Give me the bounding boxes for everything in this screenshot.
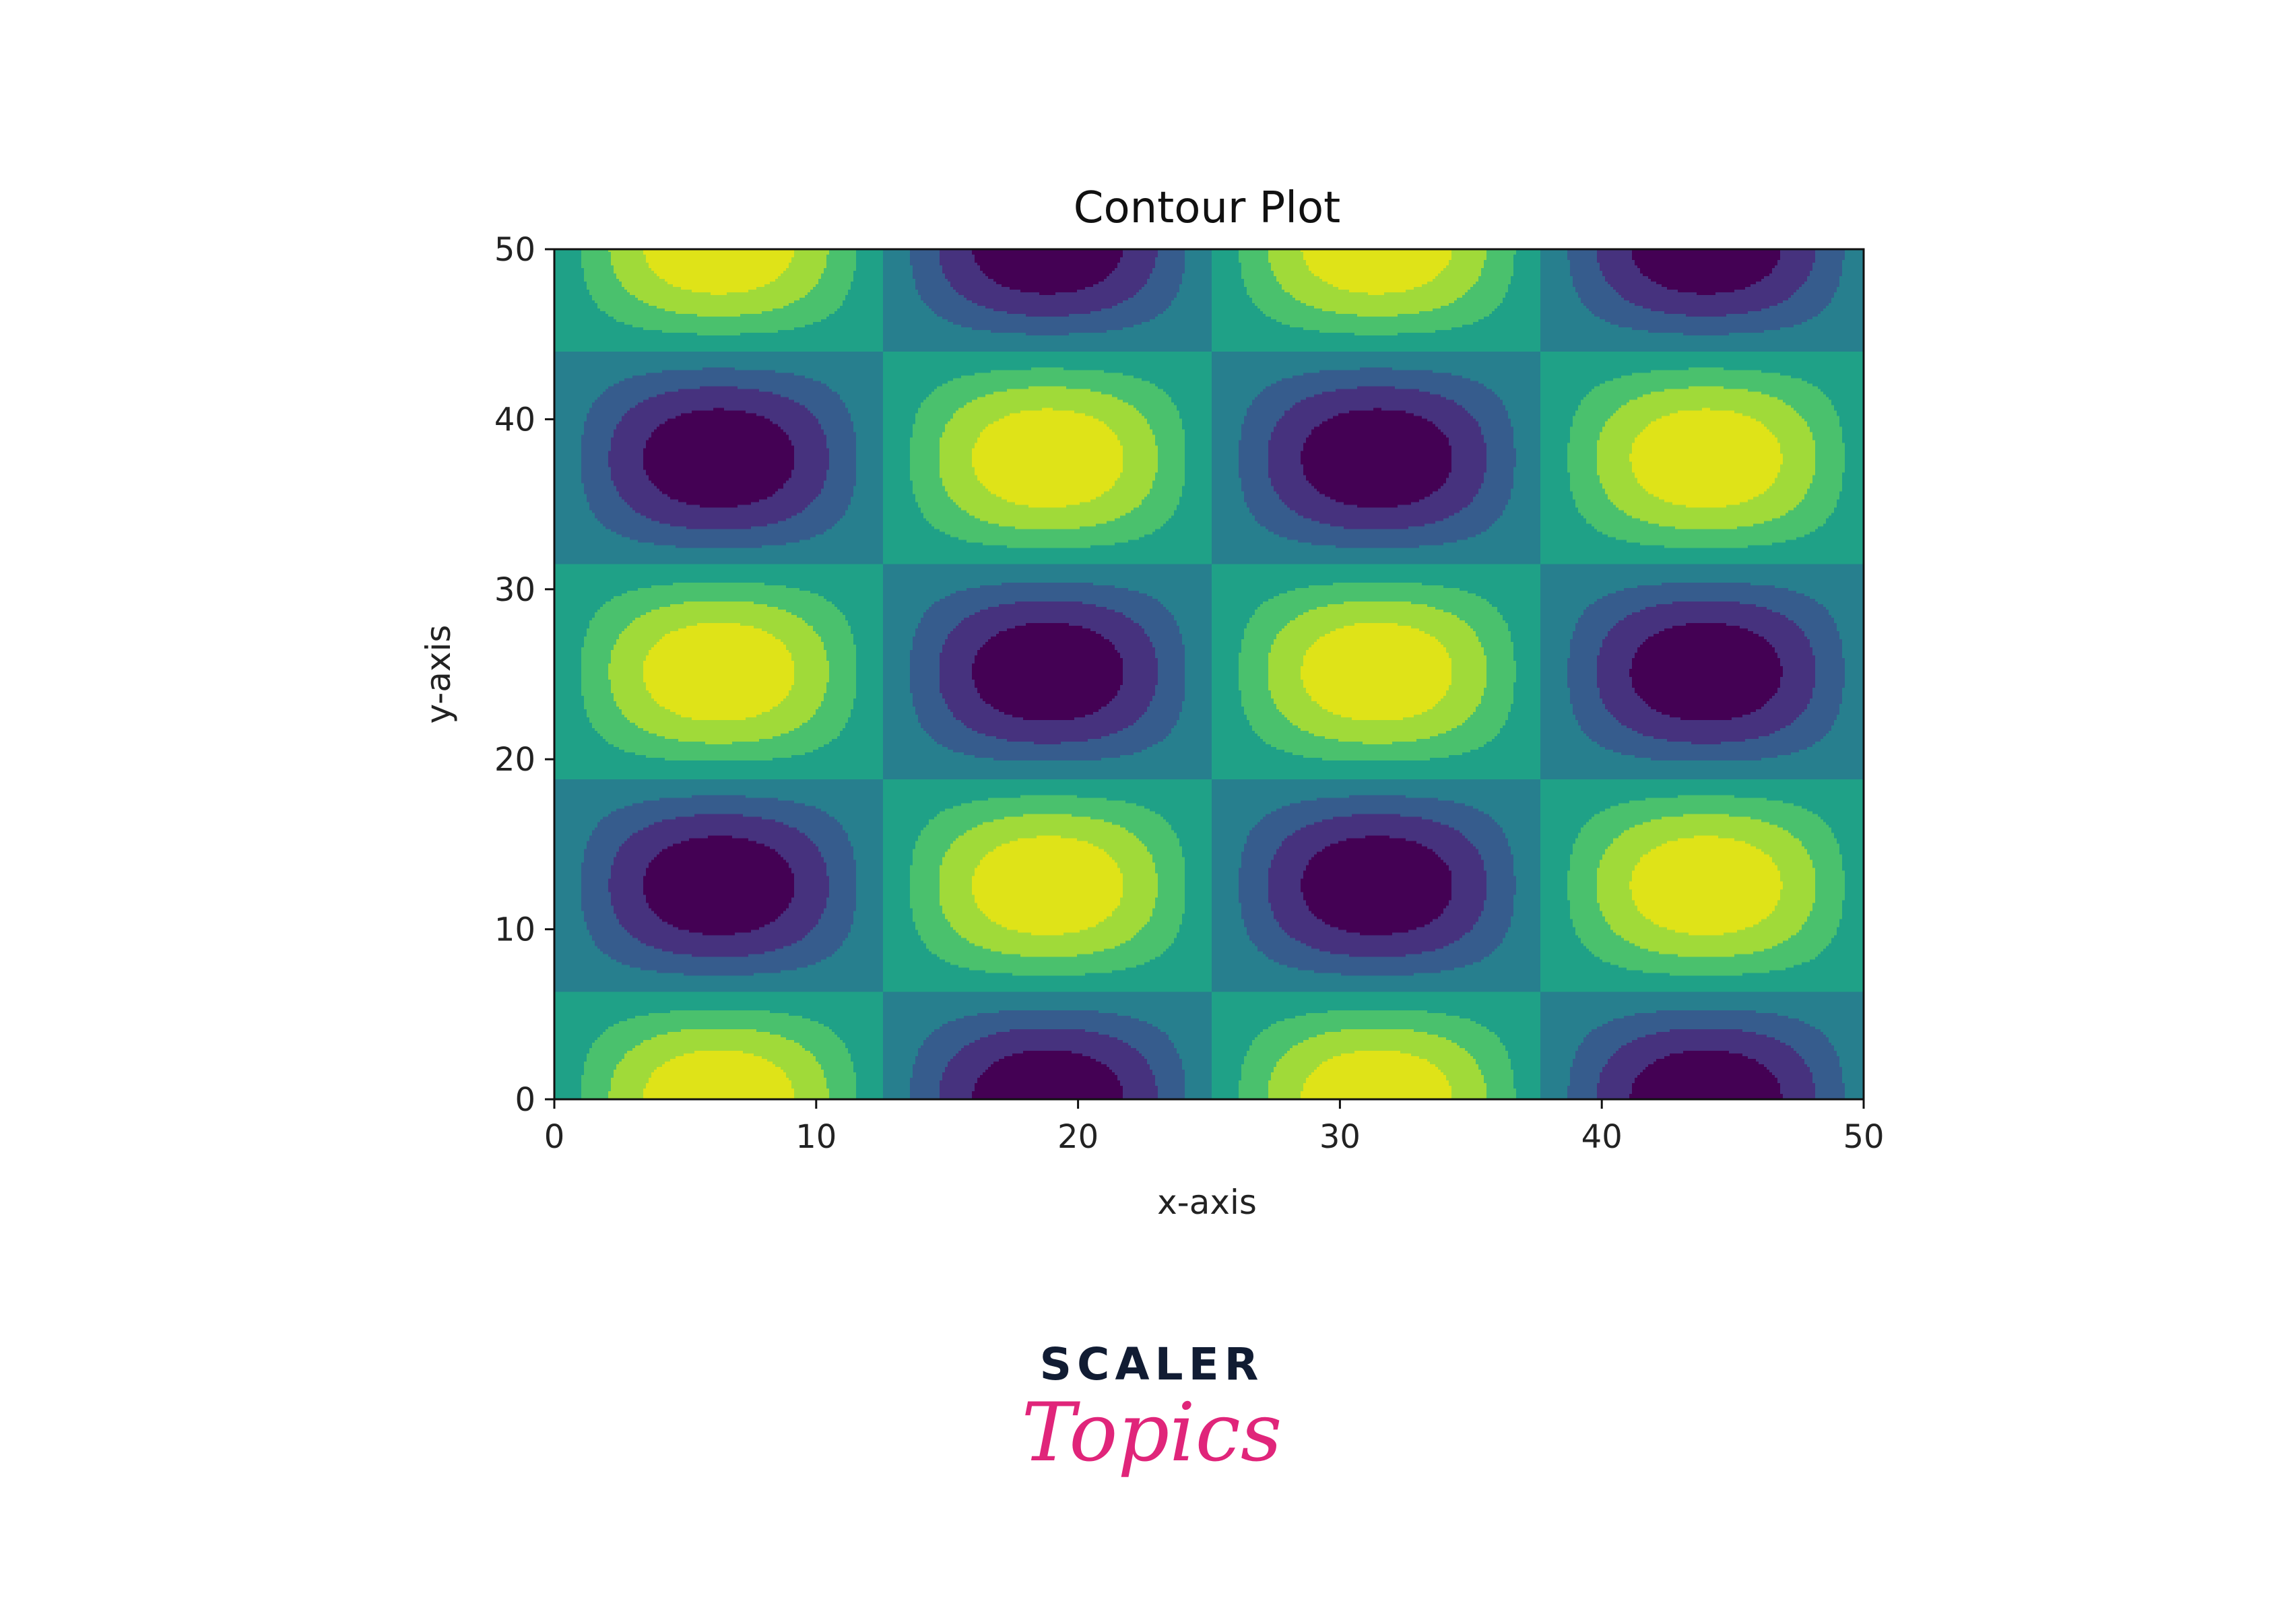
x-tick-label: 30 [1319, 1118, 1361, 1156]
logo-scaler-text: SCALER [1039, 1338, 1264, 1390]
plot-frame [553, 248, 1865, 1101]
x-axis-label: x-axis [1157, 1183, 1257, 1222]
x-tick-label: 50 [1843, 1118, 1884, 1156]
x-tick-label: 40 [1581, 1118, 1623, 1156]
x-tick-label: 20 [1057, 1118, 1099, 1156]
x-tick-label: 10 [795, 1118, 837, 1156]
scaler-topics-logo: SCALER Topics [1022, 1338, 1282, 1480]
y-tick-label: 30 [494, 571, 535, 609]
x-axis-ticks: 0 10 20 30 40 50 [544, 1099, 1885, 1156]
y-axis-label: y-axis [419, 625, 458, 724]
contour-field [554, 249, 1864, 1099]
y-tick-label: 40 [494, 401, 535, 439]
plot-area [553, 248, 1865, 1101]
y-tick-label: 50 [494, 231, 535, 269]
logo-topics-text: Topics [1022, 1386, 1282, 1480]
chart-title: Contour Plot [1074, 183, 1341, 233]
y-tick-label: 20 [494, 741, 535, 779]
y-tick-label: 10 [494, 911, 535, 949]
y-axis-ticks: 0 10 20 30 40 50 [494, 231, 554, 1119]
x-tick-label: 0 [544, 1118, 565, 1156]
y-tick-label: 0 [515, 1081, 535, 1119]
